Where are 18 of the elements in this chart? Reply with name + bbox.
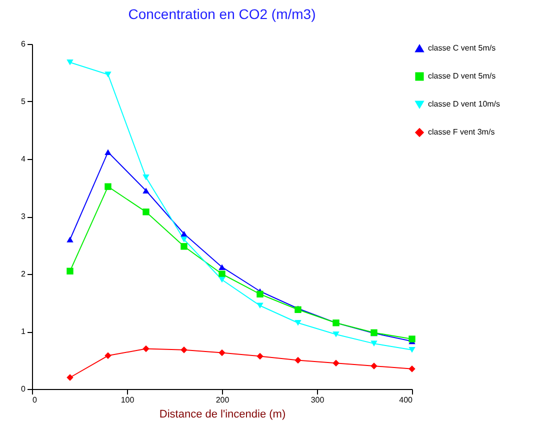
legend-label: classe F vent 3m/s	[428, 128, 495, 136]
x-tick-label: 0	[32, 396, 38, 404]
x-tick-label: 100	[120, 396, 135, 404]
x-tick-label: 300	[310, 396, 325, 404]
y-tick-label: 3	[21, 212, 26, 221]
y-tick-label: 0	[21, 384, 26, 394]
x-tick-label: 200	[216, 396, 230, 404]
x-tick-label: 400	[399, 396, 414, 404]
y-tick-label: 1	[21, 327, 26, 336]
legend-label: classe D vent 5m/s	[428, 72, 496, 80]
y-tick-label: 5	[21, 97, 26, 106]
y-tick-label: 2	[21, 270, 26, 278]
legend-label: classe C vent 5m/s	[428, 44, 496, 52]
y-tick-label: 4	[21, 154, 26, 164]
y-tick-label: 6	[21, 40, 26, 48]
x-axis-title: Distance de l'incendie (m)	[159, 408, 286, 420]
legend-label: classe D vent 10m/s	[428, 100, 500, 108]
chart-title: Concentration en CO2 (m/m3)	[128, 6, 316, 22]
